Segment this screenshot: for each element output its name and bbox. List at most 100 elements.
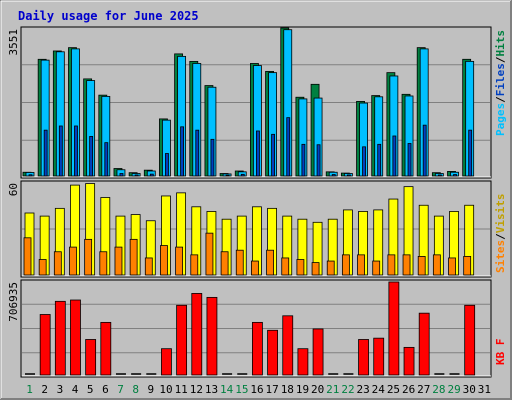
sites-bar xyxy=(448,257,456,276)
sites-bar xyxy=(205,232,214,276)
kbytes-bar xyxy=(39,314,51,376)
legend-hits-files-pages: Pages/Files/Hits xyxy=(494,30,507,136)
sites-bar xyxy=(463,255,472,276)
legend-entry: Pages xyxy=(494,103,507,136)
kbytes-bar xyxy=(191,293,203,376)
kbytes-bar xyxy=(267,329,278,376)
kbytes-bar xyxy=(70,299,81,376)
day-label: 27 xyxy=(417,383,430,396)
day-label: 9 xyxy=(148,383,155,396)
pages-bar xyxy=(210,138,215,177)
sites-bar xyxy=(432,254,441,276)
kbytes-bar xyxy=(161,348,172,376)
pages-bar xyxy=(407,143,412,177)
pages-bar xyxy=(271,133,275,177)
sites-bar xyxy=(114,246,123,276)
day-label: 17 xyxy=(266,383,279,396)
kbytes-bar xyxy=(252,321,263,376)
pages-bar xyxy=(362,146,366,177)
pages-bar xyxy=(28,174,33,177)
sites-bar xyxy=(387,254,396,276)
day-label: 11 xyxy=(175,383,188,396)
pages-bar xyxy=(43,129,48,177)
pages-bar xyxy=(316,144,321,177)
legend-sites-visits: Sites/Visits xyxy=(494,194,507,274)
legend-entry: Sites xyxy=(494,240,507,273)
pages-bar xyxy=(256,130,260,177)
legend-kbytes: KB F xyxy=(494,339,507,366)
day-label: 31 xyxy=(478,383,491,396)
sites-bar xyxy=(281,257,290,276)
day-label: 29 xyxy=(447,383,460,396)
sites-bar xyxy=(266,249,274,276)
pages-bar xyxy=(346,174,351,177)
sites-bar xyxy=(235,249,244,276)
y-max-label: 3551 xyxy=(7,29,20,56)
day-label: 24 xyxy=(372,383,386,396)
chart-title: Daily usage for June 2025 xyxy=(18,9,199,23)
sites-bar xyxy=(311,262,320,276)
pages-bar xyxy=(58,125,63,177)
pages-bar xyxy=(180,126,185,177)
day-label: 2 xyxy=(41,383,48,396)
kbytes-bar xyxy=(312,328,324,376)
pages-bar xyxy=(104,142,109,177)
day-label: 28 xyxy=(432,383,445,396)
day-label: 25 xyxy=(387,383,400,396)
day-label: 8 xyxy=(132,383,139,396)
kbytes-bar xyxy=(100,321,112,376)
kbytes-bar xyxy=(176,304,188,376)
pages-bar xyxy=(225,174,230,177)
day-label: 5 xyxy=(87,383,94,396)
day-label: 16 xyxy=(250,383,263,396)
day-label: 26 xyxy=(402,383,415,396)
pages-bar xyxy=(392,135,397,177)
day-label: 19 xyxy=(296,383,309,396)
day-label: 13 xyxy=(205,383,218,396)
sites-bar xyxy=(326,260,335,276)
legend-entry: Visits xyxy=(494,194,507,234)
day-label: 23 xyxy=(357,383,370,396)
pages-bar xyxy=(453,174,457,177)
pages-bar xyxy=(89,136,94,177)
pages-bar xyxy=(286,117,291,177)
day-label: 30 xyxy=(463,383,476,396)
sites-bar xyxy=(190,254,199,276)
kbytes-bar xyxy=(54,300,66,376)
pages-bar xyxy=(331,174,336,177)
day-label: 1 xyxy=(26,383,33,396)
kbytes-bar xyxy=(388,281,400,376)
day-labels: 1 2 3 4 5 6 7 8 9 10 11 12 13 14 15 16 17 18 19 20 21 22 23 24 2… xyxy=(26,383,491,396)
day-label: 18 xyxy=(281,383,294,396)
day-label: 4 xyxy=(72,383,79,396)
legend-entry: / xyxy=(494,96,507,103)
day-label: 3 xyxy=(57,383,64,396)
sites-bar xyxy=(341,254,350,276)
legend-entry: / xyxy=(494,233,507,240)
legend-entry: / xyxy=(494,56,507,63)
y-max-label: 60 xyxy=(7,183,20,196)
kbytes-bar xyxy=(403,346,415,376)
sites-bar xyxy=(69,246,77,276)
sites-bar xyxy=(296,259,305,276)
kbytes-bar xyxy=(358,339,369,376)
y-max-label: 706935 xyxy=(7,282,20,322)
chart-panels: 3551 60 706935 xyxy=(7,26,492,378)
sites-bar xyxy=(99,251,108,276)
sites-bar xyxy=(84,238,93,276)
day-label: 7 xyxy=(117,383,124,396)
kbytes-bar xyxy=(373,337,385,376)
day-label: 21 xyxy=(326,383,339,396)
sites-bar xyxy=(23,237,32,276)
day-label: 22 xyxy=(341,383,354,396)
pages-bar xyxy=(422,124,427,177)
day-label: 10 xyxy=(159,383,172,396)
sites-bar xyxy=(38,259,47,276)
pages-bar xyxy=(119,173,124,177)
kbytes-bar xyxy=(297,348,309,376)
day-label: 6 xyxy=(102,383,109,396)
sites-bar xyxy=(175,246,184,276)
pages-bar xyxy=(377,143,382,177)
kbytes-bar xyxy=(418,312,430,376)
